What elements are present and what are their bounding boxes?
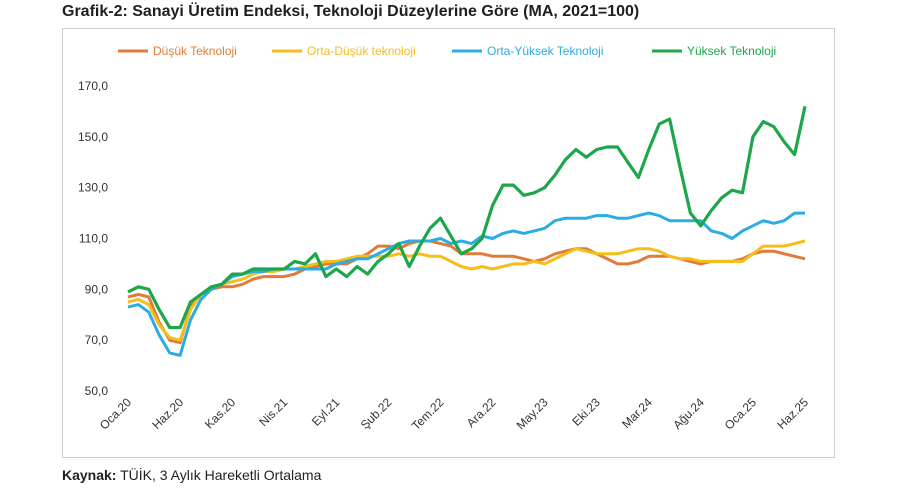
x-tick-label: Eyl.21 <box>309 395 343 429</box>
chart-frame <box>62 28 835 458</box>
chart-title: Grafik-2: Sanayi Üretim Endeksi, Teknolo… <box>62 3 640 20</box>
x-tick-label: Ağu.24 <box>670 395 707 432</box>
y-tick-label: 130,0 <box>78 181 108 195</box>
y-tick-label: 70,0 <box>85 333 109 347</box>
x-tick-label: Ara.22 <box>464 395 499 430</box>
legend-label: Düşük Teknoloji <box>153 44 237 58</box>
legend-label: Orta-Yüksek Teknoloji <box>487 44 604 58</box>
series-line-0 <box>127 239 806 345</box>
y-tick-label: 50,0 <box>85 384 109 398</box>
y-tick-label: 170,0 <box>78 79 108 93</box>
x-axis: Oca.20 Haz.20 Kas.20 Nis.21 Eyl.21 Şub.22 Tem.… <box>97 395 811 433</box>
x-tick-label: Haz.20 <box>149 395 186 432</box>
y-axis: 50,0 70,0 90,0 110,0 130,0 150,0 170,0 <box>78 79 108 398</box>
y-tick-label: 90,0 <box>85 282 109 296</box>
series-line-2 <box>127 211 805 357</box>
x-tick-label: Tem.22 <box>409 395 447 433</box>
y-tick-label: 150,0 <box>78 130 108 144</box>
legend: Düşük Teknoloji Orta-Düşük teknoloji Orta-… <box>118 44 776 58</box>
source-label: Kaynak: <box>62 467 117 483</box>
x-tick-label: Kas.20 <box>202 395 239 432</box>
series-lines <box>127 105 807 357</box>
x-tick-label: Eki.23 <box>569 395 603 429</box>
legend-label: Yüksek Teknoloji <box>687 44 776 58</box>
x-tick-label: Haz.25 <box>774 395 811 432</box>
source-note: Kaynak: TÜİK, 3 Aylık Hareketli Ortalama <box>62 467 321 483</box>
x-tick-label: Nis.21 <box>256 395 290 429</box>
source-text: TÜİK, 3 Aylık Hareketli Ortalama <box>116 467 322 483</box>
x-tick-label: Mar.24 <box>619 395 655 431</box>
series-line-3 <box>127 105 807 330</box>
series-line-1 <box>127 239 806 342</box>
x-tick-label: Oca.25 <box>722 395 759 432</box>
y-tick-label: 110,0 <box>79 232 108 246</box>
x-tick-label: Oca.20 <box>97 395 134 432</box>
x-tick-label: Şub.22 <box>358 395 395 432</box>
x-tick-label: May.23 <box>514 395 551 432</box>
legend-label: Orta-Düşük teknoloji <box>307 44 416 58</box>
